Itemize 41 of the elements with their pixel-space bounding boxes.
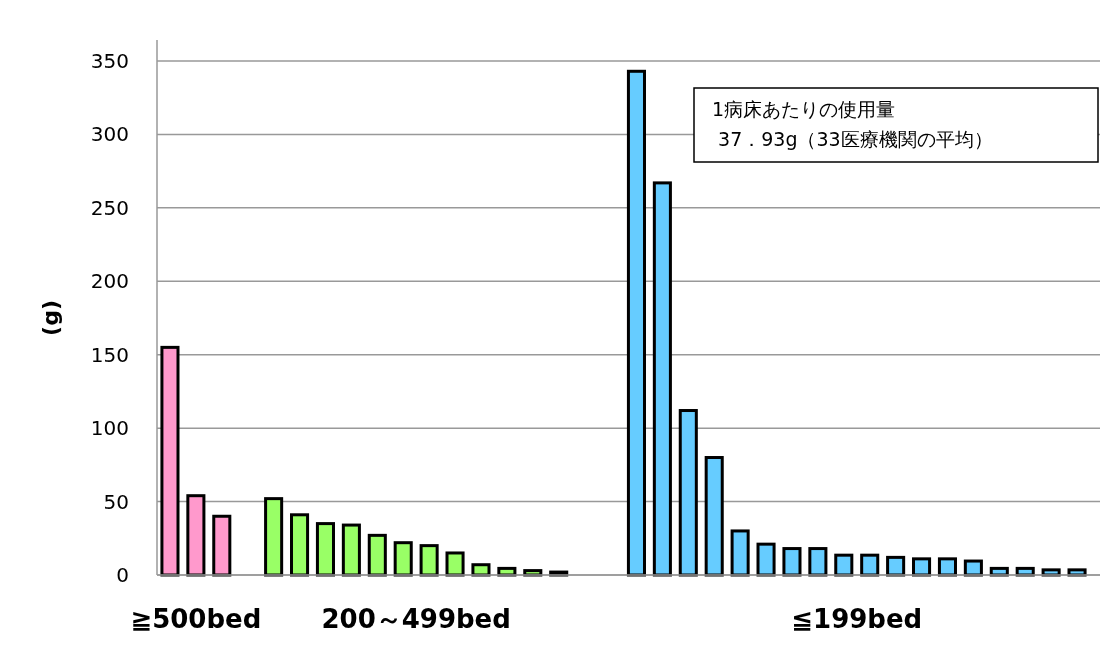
y-tick-label: 0 [116, 563, 129, 587]
bar [290, 513, 310, 577]
bar [367, 533, 387, 577]
bar [1041, 568, 1061, 577]
annotation: 1病床あたりの使用量 37．93g（33医療機関の平均） [712, 98, 993, 150]
y-tick-label: 200 [90, 269, 129, 294]
bar [937, 557, 957, 577]
y-tick-label: 350 [90, 49, 129, 73]
bar [860, 553, 880, 577]
bar [678, 409, 698, 577]
bar [471, 563, 491, 577]
bar [1067, 568, 1087, 577]
bar [393, 541, 413, 577]
bar [912, 557, 932, 577]
y-tick-label: 150 [90, 342, 129, 367]
y-axis-title: (g) [38, 300, 63, 336]
bar [704, 456, 724, 577]
bar [730, 529, 750, 577]
bar [315, 522, 335, 577]
bar [782, 547, 802, 577]
bar [652, 181, 672, 577]
bar [186, 494, 206, 577]
bar [626, 69, 646, 577]
bar [886, 555, 906, 577]
bar [445, 551, 465, 577]
bar [341, 523, 361, 577]
y-tick-label: 100 [90, 416, 129, 441]
text: ≧500bed [130, 604, 262, 634]
bar [419, 544, 439, 577]
y-tick-label: 250 [90, 195, 129, 220]
bar [834, 553, 854, 577]
bar [963, 559, 983, 577]
text: 200～499bed [321, 604, 511, 634]
y-tick-label: 300 [90, 122, 129, 147]
y-tick-label: 50 [103, 489, 129, 514]
bar [212, 514, 232, 577]
bar [264, 497, 284, 577]
text: ≦199bed [791, 604, 923, 634]
bar [808, 547, 828, 577]
bar [160, 345, 180, 577]
bar [756, 542, 776, 577]
